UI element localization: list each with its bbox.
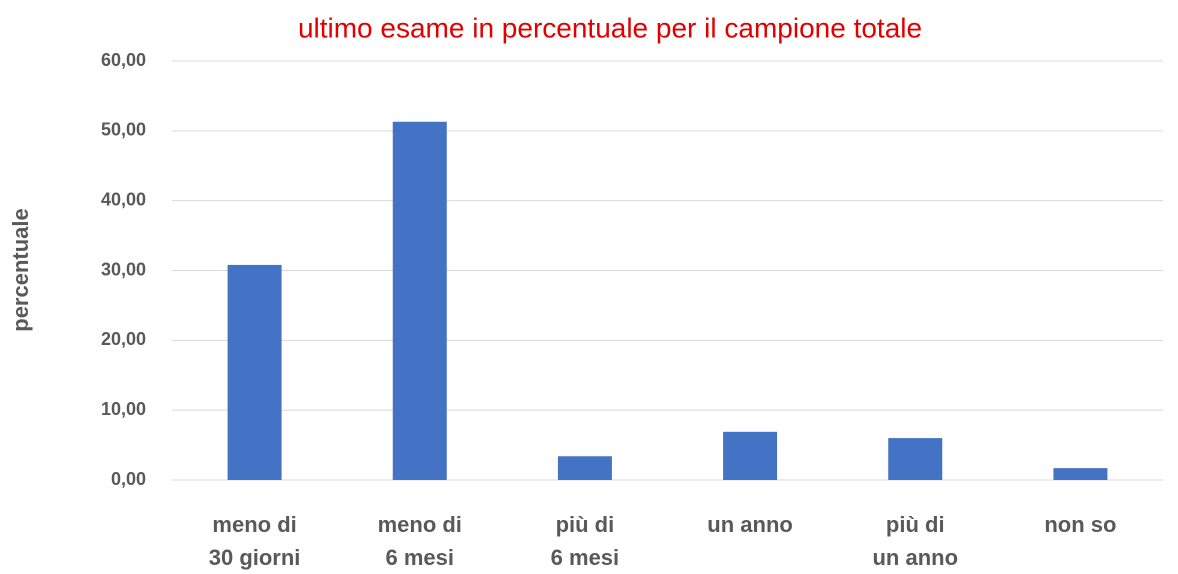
- y-tick-label: 0,00: [111, 469, 146, 489]
- y-tick-label: 40,00: [101, 189, 146, 209]
- bar: [227, 264, 282, 480]
- y-tick-label: 10,00: [101, 399, 146, 419]
- bar: [888, 438, 943, 480]
- x-tick-label: non so: [1044, 512, 1117, 537]
- y-axis-label: percentuale: [8, 208, 33, 332]
- x-tick-label: più di un anno: [872, 512, 959, 570]
- y-tick-label: 30,00: [101, 259, 146, 279]
- chart-title: ultimo esame in percentuale per il campi…: [298, 12, 922, 43]
- y-tick-label: 20,00: [101, 329, 146, 349]
- bar: [392, 121, 447, 480]
- bar: [723, 431, 778, 480]
- x-tick-label: meno di 30 giorni: [208, 512, 301, 570]
- y-tick-label: 50,00: [101, 120, 146, 140]
- x-tick-label: meno di 6 mesi: [377, 512, 462, 570]
- x-tick-label: un anno: [707, 512, 793, 537]
- y-tick-label: 60,00: [101, 50, 146, 70]
- x-tick-label: più di 6 mesi: [550, 512, 620, 570]
- bar: [557, 456, 612, 480]
- bar: [1053, 468, 1108, 480]
